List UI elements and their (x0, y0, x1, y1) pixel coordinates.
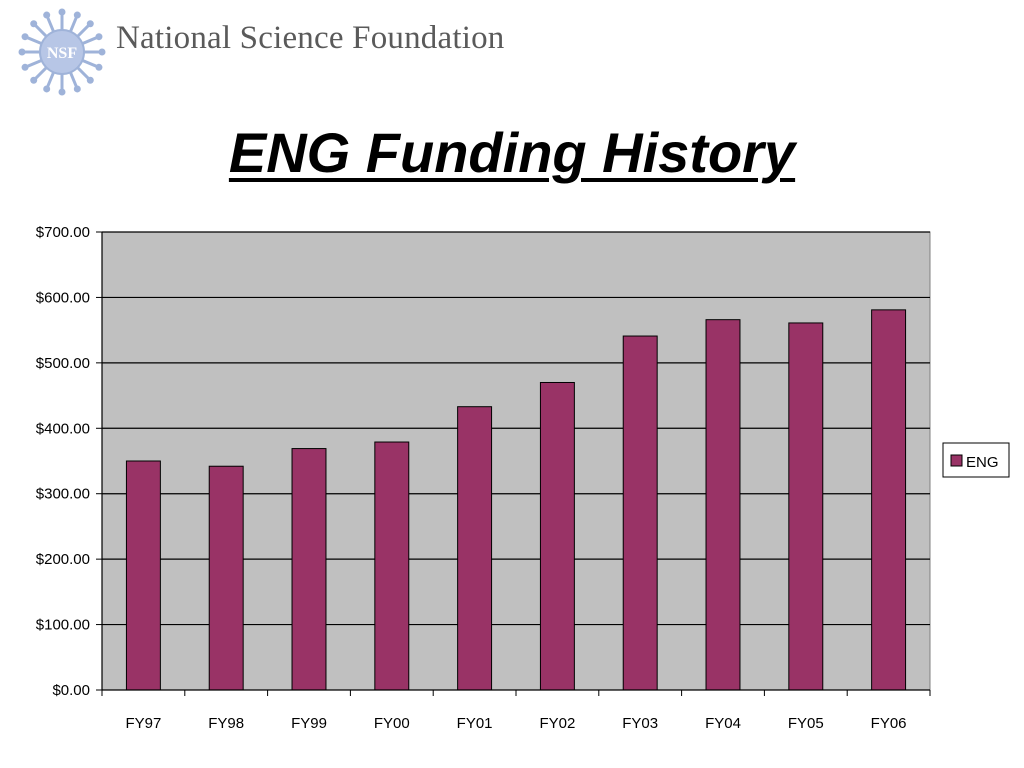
x-tick-label: FY06 (871, 715, 907, 732)
x-tick-label: FY02 (539, 715, 575, 732)
y-tick-label: $100.00 (36, 617, 90, 634)
y-tick-label: $0.00 (52, 682, 90, 699)
x-tick-label: FY04 (705, 715, 741, 732)
y-tick-label: $500.00 (36, 355, 90, 372)
logo-ray-tip (21, 33, 29, 41)
y-tick-label: $200.00 (36, 551, 90, 568)
legend-swatch (950, 454, 963, 467)
bar-fy05 (788, 322, 824, 691)
logo-ray-tip (58, 8, 66, 16)
x-tick-label: FY97 (125, 715, 161, 732)
logo-ray-tip (43, 11, 51, 19)
logo-ray-tip (30, 76, 38, 84)
org-name: National Science Foundation (116, 20, 505, 56)
bar-fy97 (125, 460, 161, 691)
logo-ray-tip (98, 48, 106, 56)
y-tick-label: $300.00 (36, 486, 90, 503)
logo-ray-tip (86, 20, 94, 28)
bar-fy01 (457, 406, 493, 691)
logo-ray-tip (21, 63, 29, 71)
bar-fy00 (374, 441, 410, 691)
logo-ray-tip (18, 48, 26, 56)
bar-fy98 (208, 465, 244, 691)
bar-fy06 (871, 309, 907, 691)
x-tick-label: FY00 (374, 715, 410, 732)
y-tick-label: $400.00 (36, 420, 90, 437)
axes (96, 231, 931, 696)
y-tick-label: $600.00 (36, 289, 90, 306)
x-tick-label: FY98 (208, 715, 244, 732)
logo-ray-tip (73, 11, 81, 19)
page-title: ENG Funding History (228, 121, 796, 184)
bar-fy99 (291, 448, 327, 691)
x-tick-labels: FY97 FY98 FY99 FY00 FY01 FY02 FY03 FY04 FY05 FY06 (125, 715, 906, 732)
legend-label: ENG (966, 454, 999, 471)
logo-ray-tip (95, 63, 103, 71)
x-tick-label: FY01 (457, 715, 493, 732)
logo-ray-tip (95, 33, 103, 41)
bars (125, 309, 907, 691)
logo-ray-tip (30, 20, 38, 28)
x-tick-label: FY05 (788, 715, 824, 732)
y-tick-label: $700.00 (36, 224, 90, 241)
y-tick-labels: $0.00 $100.00 $200.00 $300.00 $400.00 $500.00… (36, 224, 90, 699)
nsf-logo: NSF (18, 8, 106, 96)
logo-rays (18, 8, 106, 96)
bar-fy04 (705, 319, 741, 691)
bar-fy02 (539, 381, 575, 691)
x-tick-label: FY03 (622, 715, 658, 732)
logo-ray-tip (58, 88, 66, 96)
logo-ray-tip (86, 76, 94, 84)
bar-fy03 (622, 335, 658, 691)
logo-globe (39, 29, 85, 75)
logo-ray-tip (73, 85, 81, 93)
x-tick-label: FY99 (291, 715, 327, 732)
logo-text: NSF (47, 45, 77, 62)
legend: ENG (942, 442, 1010, 478)
logo-ray-tip (43, 85, 51, 93)
